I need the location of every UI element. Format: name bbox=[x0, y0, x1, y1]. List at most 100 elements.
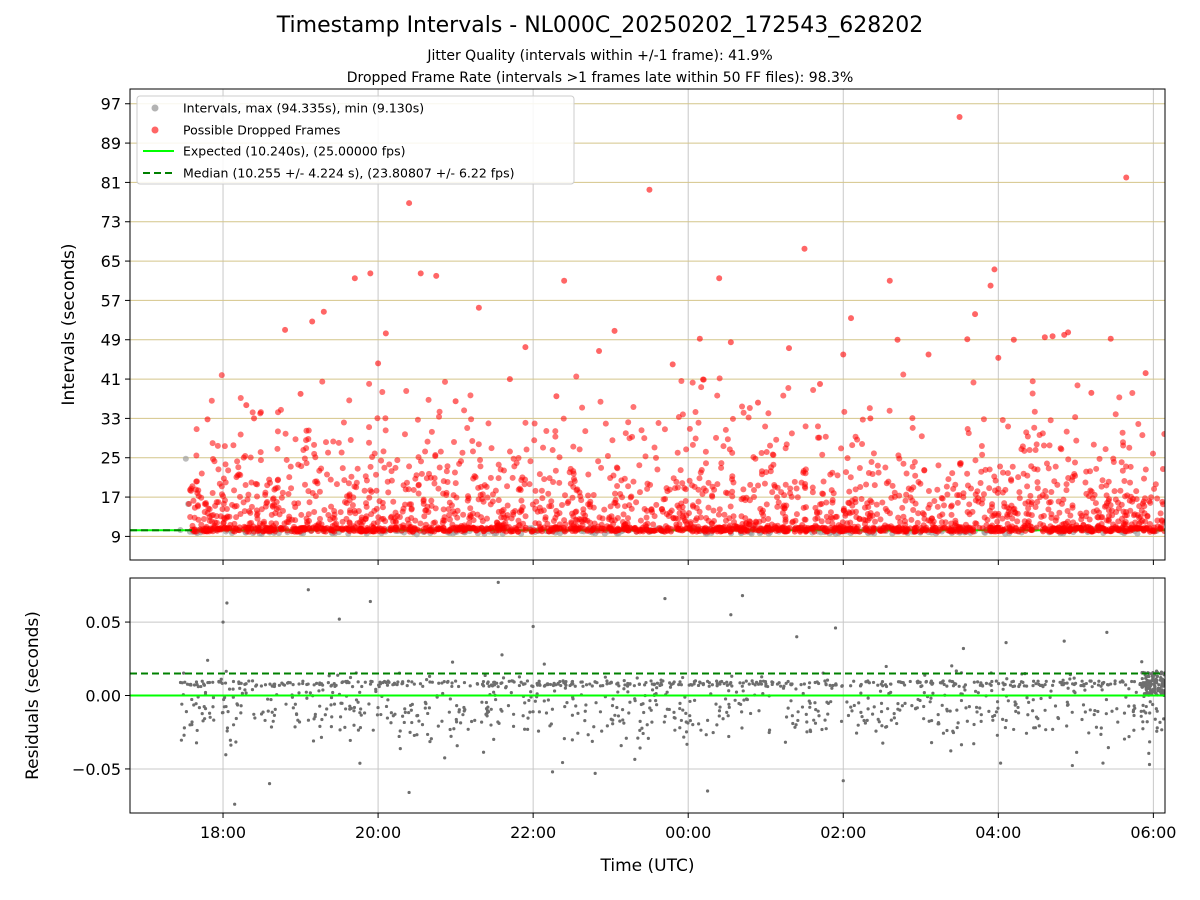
residual-point bbox=[833, 626, 838, 630]
dropped-frame-point bbox=[1029, 390, 1036, 397]
dropped-frame-point bbox=[298, 511, 305, 518]
residual-point bbox=[548, 682, 553, 687]
dropped-frame-point bbox=[349, 502, 356, 509]
dropped-frame-point bbox=[461, 407, 468, 414]
dropped-frame-point bbox=[989, 501, 996, 508]
dropped-frame-point bbox=[235, 471, 242, 478]
dropped-frame-point bbox=[844, 525, 851, 532]
residual-point bbox=[277, 683, 281, 687]
dropped-frame-outlier bbox=[204, 416, 211, 423]
residual-point bbox=[456, 684, 461, 689]
dropped-frame-point bbox=[351, 483, 358, 490]
residual-point bbox=[742, 698, 746, 702]
dropped-frame-point bbox=[215, 466, 222, 473]
dropped-frame-point bbox=[420, 498, 427, 505]
residual-point bbox=[976, 691, 980, 695]
residual-point bbox=[583, 709, 587, 713]
dropped-frame-point bbox=[406, 463, 413, 470]
dropped-frame-point bbox=[570, 483, 577, 490]
residual-point bbox=[638, 719, 642, 723]
dropped-frame-outlier bbox=[1107, 335, 1114, 342]
residual-point bbox=[804, 712, 808, 716]
residual-point bbox=[350, 685, 355, 689]
residual-point bbox=[470, 719, 474, 724]
dropped-frame-point bbox=[1031, 408, 1038, 415]
residual-point bbox=[523, 701, 527, 705]
dropped-frame-point bbox=[248, 503, 255, 510]
residual-point bbox=[511, 712, 516, 716]
dropped-frame-outlier bbox=[506, 376, 513, 383]
dropped-frame-point bbox=[920, 511, 927, 518]
residual-point bbox=[426, 732, 430, 737]
dropped-frame-point bbox=[274, 445, 281, 452]
dropped-frame-point bbox=[1133, 488, 1140, 495]
residual-point bbox=[1075, 750, 1079, 754]
residual-point bbox=[874, 729, 878, 733]
dropped-frame-point bbox=[274, 428, 281, 435]
residual-point bbox=[517, 683, 522, 688]
dropped-frame-point bbox=[939, 511, 946, 518]
dropped-frame-point bbox=[1098, 483, 1105, 490]
residual-point bbox=[363, 680, 367, 684]
dropped-frame-point bbox=[190, 497, 197, 504]
dropped-frame-point bbox=[654, 466, 661, 473]
dropped-frame-point bbox=[995, 485, 1002, 492]
dropped-frame-point bbox=[233, 514, 240, 521]
dropped-frame-point bbox=[504, 483, 511, 490]
dropped-frame-point bbox=[414, 416, 421, 423]
dropped-frame-point bbox=[1137, 519, 1144, 526]
dropped-frame-point bbox=[1105, 498, 1112, 505]
dropped-frame-point bbox=[432, 453, 439, 460]
dropped-frame-point bbox=[1157, 523, 1164, 530]
residual-point bbox=[618, 719, 622, 723]
dropped-frame-point bbox=[1074, 382, 1081, 389]
dropped-frame-point bbox=[651, 513, 658, 520]
dropped-frame-point bbox=[1026, 446, 1033, 453]
bottom-xtick-label: 00:00 bbox=[665, 823, 711, 842]
residual-point bbox=[681, 675, 685, 680]
residual-point bbox=[949, 749, 953, 753]
dropped-frame-point bbox=[1047, 417, 1054, 424]
dropped-frame-outlier bbox=[716, 275, 723, 282]
dropped-frame-point bbox=[909, 424, 916, 431]
residual-point bbox=[407, 790, 411, 795]
residual-point bbox=[660, 683, 664, 687]
dropped-frame-point bbox=[222, 479, 229, 486]
dropped-frame-point bbox=[689, 379, 696, 386]
residual-point bbox=[450, 684, 454, 689]
dropped-frame-point bbox=[613, 464, 620, 471]
residual-point bbox=[860, 714, 864, 719]
residual-point bbox=[1072, 676, 1076, 680]
dropped-frame-point bbox=[755, 482, 762, 489]
residual-point bbox=[672, 710, 676, 714]
dropped-frame-point bbox=[1002, 486, 1009, 493]
residual-point bbox=[586, 733, 590, 737]
residual-point bbox=[600, 729, 604, 733]
dropped-frame-point bbox=[355, 507, 362, 514]
dropped-frame-point bbox=[763, 501, 770, 508]
dropped-frame-point bbox=[532, 487, 539, 494]
dropped-frame-point bbox=[827, 471, 834, 478]
residual-point bbox=[963, 688, 967, 692]
residual-point bbox=[1121, 680, 1125, 684]
dropped-frame-point bbox=[381, 464, 388, 471]
dropped-frame-point bbox=[738, 513, 745, 520]
residual-point bbox=[182, 671, 186, 675]
dropped-frame-point bbox=[368, 488, 375, 495]
residual-point bbox=[272, 684, 276, 689]
legend-entry: Median (10.255 +/- 4.224 s), (23.80807 +… bbox=[183, 166, 514, 181]
residual-point bbox=[1065, 700, 1069, 704]
residual-point bbox=[407, 710, 411, 715]
residual-point bbox=[462, 680, 467, 685]
dropped-frame-point bbox=[469, 438, 476, 445]
dropped-frame-point bbox=[510, 511, 517, 518]
top-ytick-label: 81 bbox=[101, 173, 121, 192]
dropped-frame-point bbox=[729, 476, 736, 483]
top-ytick-label: 97 bbox=[101, 95, 121, 114]
residual-point bbox=[352, 709, 356, 713]
dropped-frame-point bbox=[1004, 511, 1011, 518]
dropped-frame-point bbox=[793, 485, 800, 492]
dropped-frame-point bbox=[189, 522, 196, 529]
residual-point bbox=[678, 701, 682, 705]
residual-point bbox=[293, 725, 297, 729]
